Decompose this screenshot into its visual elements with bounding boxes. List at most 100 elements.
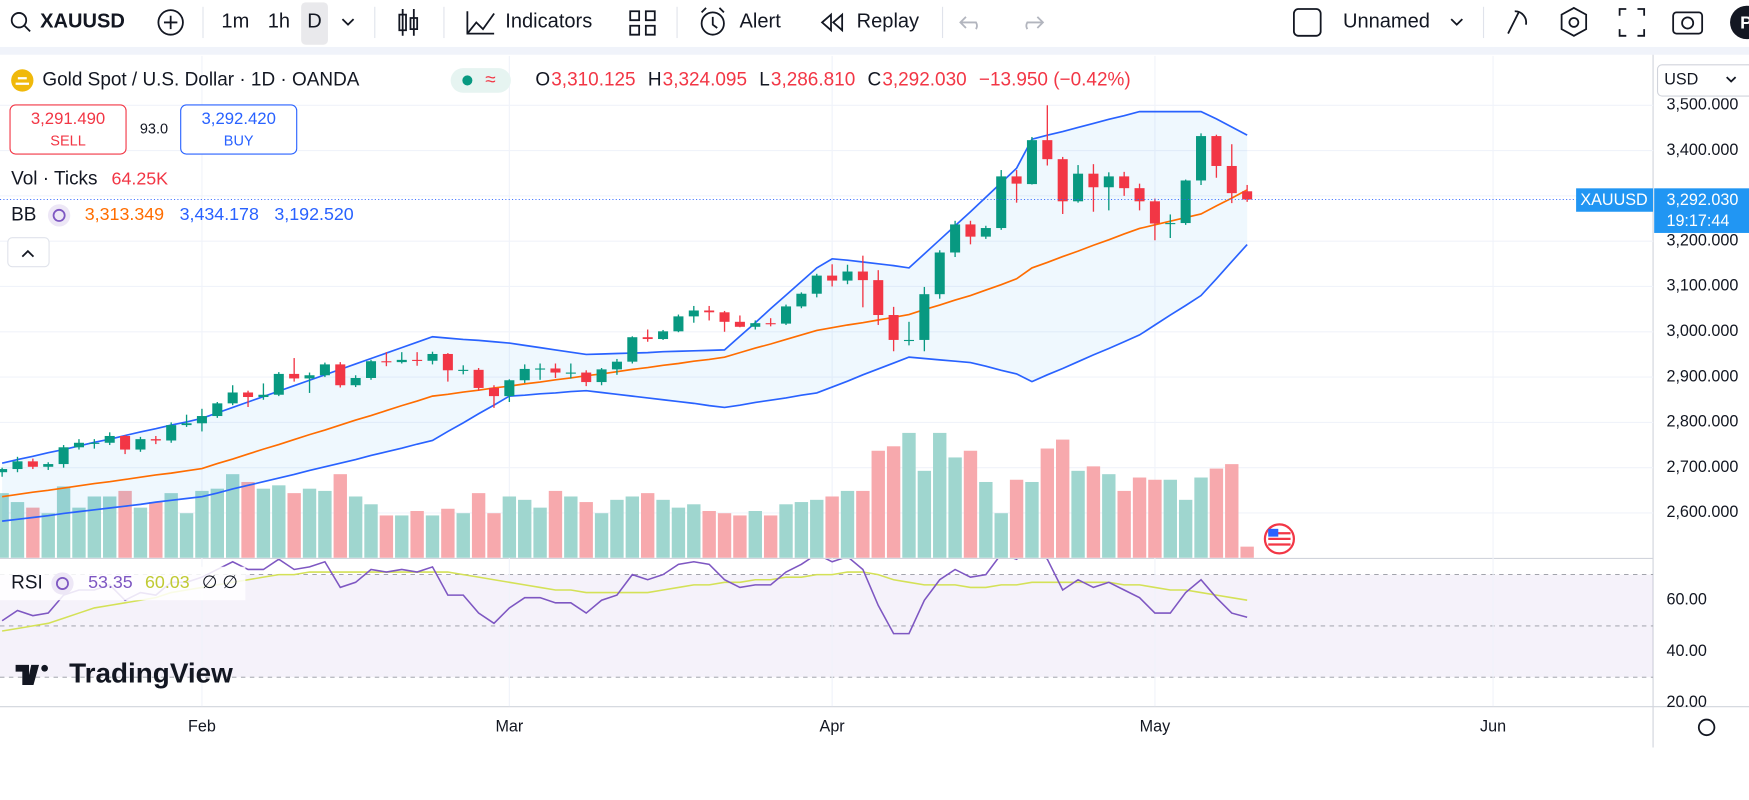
price-tick-label: 2,700.000 [1666, 458, 1738, 476]
rsi-tick-label: 40.00 [1666, 642, 1706, 660]
axis-settings[interactable] [1697, 718, 1716, 737]
time-tick-label: Jun [1480, 718, 1506, 736]
candle-body [488, 387, 500, 397]
ohlc-key: H [648, 69, 662, 90]
ohlc-value: 3,324.095 [663, 69, 747, 90]
layout-icon[interactable] [1293, 8, 1322, 37]
layouts-icon[interactable] [629, 10, 656, 36]
candle-body [596, 369, 607, 383]
event-flag-canton [1268, 528, 1279, 537]
avatar[interactable] [1730, 5, 1749, 40]
candle-body [642, 337, 653, 340]
interval[interactable]: 1m [221, 11, 249, 33]
volume-bar [1102, 474, 1116, 558]
candle-body [504, 380, 515, 397]
candle-body [319, 364, 330, 376]
currency-select[interactable] [1656, 64, 1749, 97]
volume-bar [671, 507, 686, 558]
price-tag [1654, 188, 1749, 233]
symbol-tag-label: XAUUSD [1580, 191, 1647, 209]
volume-bar [302, 488, 317, 558]
candle-body [43, 464, 54, 467]
candle-body [857, 271, 868, 281]
candle-body [289, 373, 300, 379]
candle-body [827, 275, 838, 281]
redo-button[interactable] [1025, 16, 1045, 30]
replay-button[interactable]: Replay [857, 11, 919, 33]
candle-body [304, 375, 315, 379]
ohlc-key: C [868, 69, 882, 90]
settings-icon[interactable] [1560, 6, 1588, 37]
volume-bar [886, 446, 901, 558]
candle-body [627, 337, 638, 362]
search-icon[interactable] [10, 12, 28, 29]
symbol[interactable]: XAUUSD [40, 11, 125, 33]
volume-bar [241, 481, 255, 558]
interval[interactable]: D [307, 11, 322, 33]
volume-bar [149, 502, 163, 558]
spread: 93.0 [140, 121, 168, 137]
compare-button[interactable] [157, 9, 184, 36]
volume-bar [763, 515, 778, 558]
volume-bar [133, 507, 148, 558]
rsi-name: RSI [11, 573, 43, 594]
volume-bar [364, 504, 378, 558]
replay-icon[interactable] [820, 12, 844, 33]
candle-body [719, 312, 730, 322]
volume-bar [441, 508, 455, 558]
interval-dropdown[interactable] [341, 18, 355, 26]
candle-body [903, 339, 915, 342]
candle-body [565, 372, 576, 374]
candle-body [658, 331, 669, 340]
rsi-icon[interactable] [51, 572, 74, 595]
interval[interactable]: 1h [268, 11, 290, 33]
alert-button[interactable]: Alert [740, 11, 782, 33]
candle-body [1088, 173, 1099, 188]
volume-bar [825, 496, 839, 558]
snapshot-lens [1681, 16, 1695, 30]
chart-type-icon[interactable] [398, 9, 419, 36]
candle-body [888, 315, 899, 340]
fullscreen-icon[interactable] [1618, 8, 1646, 37]
candle-body [227, 392, 238, 404]
volume-bar [179, 513, 194, 558]
indicators-icon[interactable] [466, 11, 495, 35]
candle-body [196, 416, 207, 424]
symbol-logo-mark [15, 77, 30, 85]
indicators-button[interactable]: Indicators [505, 11, 592, 33]
volume-bar [564, 496, 578, 558]
candle-body [1073, 173, 1084, 202]
volume-bar [794, 502, 809, 558]
candle-body [1042, 140, 1053, 160]
time-tick-label: Feb [188, 718, 216, 736]
layout-name[interactable]: Unnamed [1343, 11, 1430, 33]
candle-body [1165, 223, 1176, 225]
plus-icon [163, 15, 178, 30]
candle-body [980, 228, 991, 237]
data-delay-icon: ≈ [485, 69, 495, 90]
candle-body [1026, 140, 1037, 185]
volume-bar [118, 490, 132, 558]
sell-button[interactable] [9, 104, 127, 155]
price-tick-label: 2,800.000 [1666, 413, 1738, 431]
quick-search-icon[interactable] [1507, 10, 1528, 34]
tradingview-logo-mark [15, 664, 40, 685]
buy-button[interactable] [180, 104, 298, 155]
candle-body [73, 442, 84, 448]
volume-bar [687, 504, 701, 558]
candle-body [473, 369, 484, 388]
bb-icon[interactable] [47, 204, 71, 227]
snapshot-icon[interactable] [1672, 11, 1704, 35]
volume-bar [979, 481, 993, 558]
undo-button[interactable] [959, 16, 978, 30]
price-tick-label: 3,500.000 [1666, 96, 1738, 114]
symbol-tag [1576, 188, 1654, 212]
volume-value: 64.25K [112, 168, 169, 188]
bb-basis [1, 189, 1248, 498]
candle-body [934, 252, 945, 295]
volume-bar [733, 515, 747, 558]
volume-bar [502, 496, 517, 558]
alert-icon[interactable] [700, 11, 725, 36]
layout-dropdown[interactable] [1450, 18, 1463, 26]
